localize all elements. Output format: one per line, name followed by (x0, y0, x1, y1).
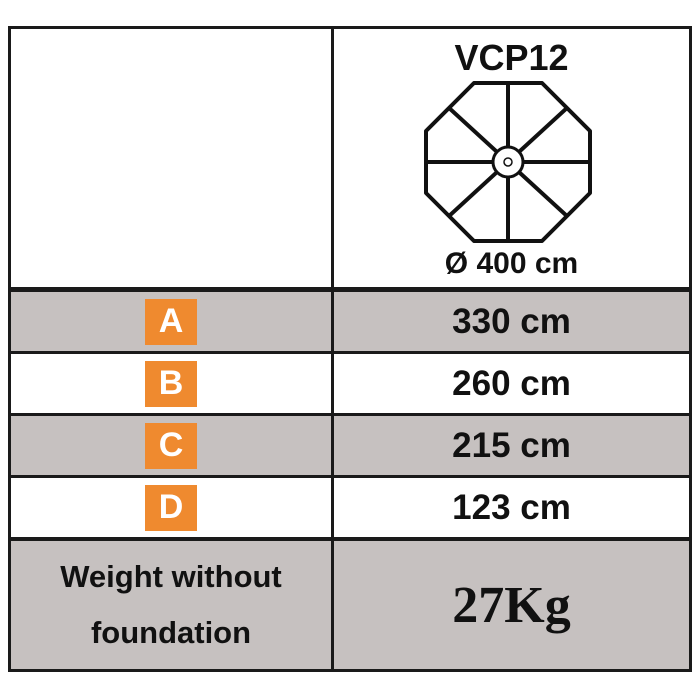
row-value-cell: 260 cm (331, 354, 689, 413)
header-model-cell: VCP12 Ø 400 cm (331, 29, 689, 287)
table-row-c: C 215 cm (11, 416, 689, 475)
divider (11, 475, 689, 478)
row-value-cell: 330 cm (331, 292, 689, 351)
octagonal-umbrella-icon (424, 81, 592, 243)
row-label-cell: C (11, 416, 331, 475)
divider (11, 537, 689, 541)
diameter-label: Ø 400 cm (444, 247, 579, 280)
row-value-cell: 123 cm (331, 478, 689, 537)
spec-table: VCP12 Ø 400 cm (8, 26, 692, 672)
table-row-d: D 123 cm (11, 478, 689, 537)
row-label-cell: A (11, 292, 331, 351)
row-value: 215 cm (452, 425, 571, 465)
header-row: VCP12 Ø 400 cm (11, 29, 689, 287)
row-label-cell: D (11, 478, 331, 537)
divider (11, 287, 689, 292)
row-badge: C (145, 422, 197, 469)
table-row-b: B 260 cm (11, 354, 689, 413)
row-badge: B (145, 360, 197, 407)
row-label-cell: B (11, 354, 331, 413)
header-empty-cell (11, 29, 331, 287)
table-row-a: A 330 cm (11, 292, 689, 351)
row-badge: A (145, 298, 197, 345)
weight-value: 27Kg (452, 576, 571, 634)
weight-value-cell: 27Kg (331, 541, 689, 669)
row-badge: D (145, 484, 197, 531)
divider (11, 351, 689, 354)
row-value: 260 cm (452, 363, 571, 403)
weight-label-line2: foundation (90, 615, 252, 650)
weight-row: Weight without foundation 27Kg (11, 541, 689, 669)
row-value: 330 cm (452, 301, 571, 341)
row-value-cell: 215 cm (331, 416, 689, 475)
weight-label-cell: Weight without foundation (11, 541, 331, 669)
weight-label-line1: Weight without (60, 559, 282, 594)
divider (11, 413, 689, 416)
row-value: 123 cm (452, 487, 571, 527)
model-name: VCP12 (454, 37, 569, 78)
